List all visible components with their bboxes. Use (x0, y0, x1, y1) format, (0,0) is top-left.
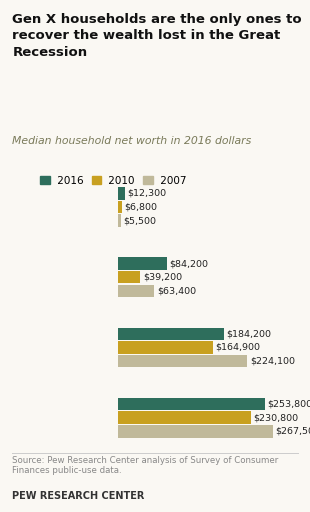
Text: $5,500: $5,500 (123, 216, 156, 225)
Text: $224,100: $224,100 (250, 357, 295, 366)
Text: PEW RESEARCH CENTER: PEW RESEARCH CENTER (12, 490, 145, 501)
Text: $230,800: $230,800 (254, 413, 299, 422)
Bar (118, 271, 140, 284)
Text: $39,200: $39,200 (143, 273, 182, 282)
Bar (118, 341, 213, 354)
Text: $63,400: $63,400 (157, 286, 196, 295)
Bar (118, 187, 125, 200)
Bar (118, 355, 247, 368)
Text: $84,200: $84,200 (169, 259, 208, 268)
Bar (118, 412, 251, 424)
Text: Source: Pew Research Center analysis of Survey of Consumer
Finances public-use d: Source: Pew Research Center analysis of … (12, 456, 279, 475)
Bar (118, 398, 265, 410)
Text: $184,200: $184,200 (227, 329, 272, 338)
Text: $6,800: $6,800 (124, 202, 157, 211)
Text: Gen X households are the only ones to
recover the wealth lost in the Great
Reces: Gen X households are the only ones to re… (12, 13, 302, 59)
Text: $267,500: $267,500 (275, 427, 310, 436)
Text: $12,300: $12,300 (127, 189, 166, 198)
Bar (118, 215, 121, 227)
Bar (118, 285, 154, 297)
Text: Median household net worth in 2016 dollars: Median household net worth in 2016 dolla… (12, 136, 252, 146)
Text: $164,900: $164,900 (215, 343, 260, 352)
Legend:  2016,  2010,  2007: 2016, 2010, 2007 (36, 172, 190, 190)
Bar (118, 328, 224, 340)
Bar (118, 425, 272, 438)
Bar (118, 201, 122, 213)
Bar (118, 257, 166, 270)
Text: $253,800: $253,800 (267, 399, 310, 409)
